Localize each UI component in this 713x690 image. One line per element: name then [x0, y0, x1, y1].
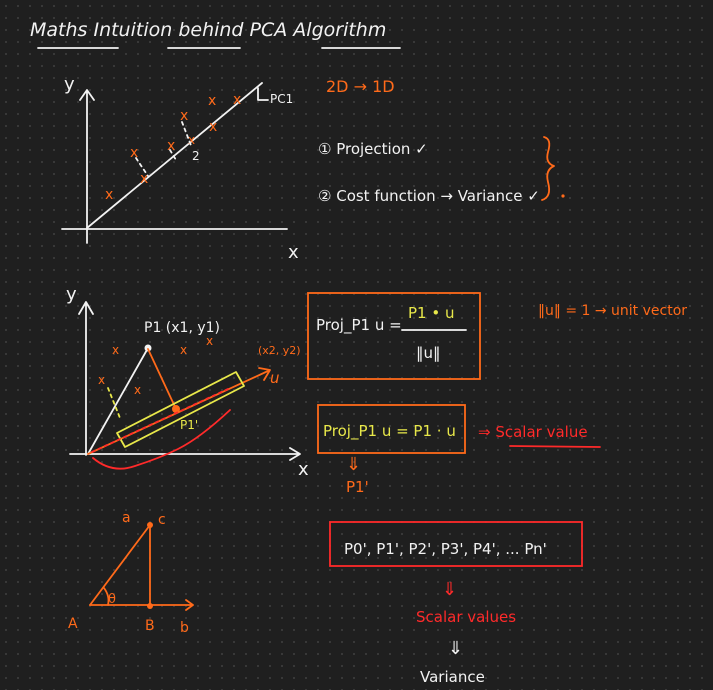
triangle-point-b	[147, 603, 153, 609]
graph2: y x P1 (x1, y1) u (x2, y2) P1' x x x x x	[66, 284, 309, 480]
triangle-base	[89, 599, 194, 611]
graph1-x-label: x	[288, 242, 299, 263]
projections-arrow-2: ⇓	[448, 638, 463, 659]
graph1-distance-label: 2	[192, 149, 200, 163]
graph2-projection-line	[147, 348, 177, 410]
graph1-projection-lines	[135, 121, 193, 177]
graph2-red-squiggle	[92, 409, 231, 470]
formula-p1-prime: P1'	[346, 478, 369, 496]
triangle-label-c: c	[158, 512, 166, 528]
dimension-reduction-label: 2D → 1D	[326, 77, 395, 96]
scalar-values-label: Scalar values	[416, 608, 516, 626]
scalar-value-underline	[509, 445, 601, 448]
triangle-point-c	[147, 522, 153, 528]
graph1-data-point: x	[180, 108, 188, 124]
graph1-pc1-line	[86, 82, 263, 229]
graph2-highlight-dashes	[91, 387, 231, 453]
graph2-data-point: x	[112, 343, 119, 357]
graph2-data-point: x	[180, 343, 187, 357]
graph1-data-point: x	[140, 171, 148, 187]
graph1-pc1-pointer	[257, 87, 269, 101]
triangle-label-theta: θ	[108, 592, 116, 607]
graph2-data-point: x	[98, 373, 105, 387]
variance-label: Variance	[420, 668, 485, 686]
projections-panel: P0', P1', P2', P3', P4', ... Pn' ⇓ Scala…	[329, 521, 583, 686]
graph2-p1-prime-label: P1'	[180, 418, 198, 432]
steps-brace	[541, 136, 555, 201]
graph1: y x PC1 x x x x x x x x x 2	[61, 74, 299, 263]
scalar-value-note: ⇒ Scalar value	[478, 423, 588, 441]
triangle-label-b: b	[180, 620, 189, 636]
triangle-label-a: a	[122, 510, 131, 526]
step-projection: ① Projection ✓	[318, 140, 428, 158]
unit-vector-note: ‖u‖ = 1 → unit vector	[538, 303, 687, 319]
graph1-y-label: y	[64, 74, 75, 95]
graph2-data-point: x	[134, 383, 141, 397]
graph2-x-axis	[69, 447, 301, 461]
graph1-data-point: x	[209, 119, 217, 135]
page-title: Maths Intuition behind PCA Algorithm	[30, 19, 386, 41]
step-cost-function: ② Cost function → Variance ✓	[318, 187, 540, 205]
formula-lhs: Proj_P1 u =	[316, 316, 402, 335]
formula-denominator: ‖u‖	[416, 344, 441, 362]
graph2-p2-label: (x2, y2)	[258, 344, 301, 357]
graph1-y-axis	[79, 89, 95, 244]
graph2-y-label: y	[66, 284, 77, 305]
graph1-data-point: x	[233, 92, 241, 108]
triangle-diagram: a c θ A B b	[68, 510, 194, 636]
graph2-highlight-box	[116, 371, 245, 448]
graph1-data-point: x	[130, 145, 138, 161]
graph2-p1-label: P1 (x1, y1)	[144, 320, 220, 336]
formula-down-arrow: ⇓	[346, 454, 361, 475]
graph2-x-label: x	[298, 459, 309, 480]
graph2-point-p1	[144, 344, 152, 352]
graph2-u-label: u	[270, 369, 280, 387]
formula-simple: Proj_P1 u = P1 · u	[323, 422, 456, 441]
steps-brace-dot	[561, 194, 565, 198]
graph1-data-point: x	[167, 138, 175, 154]
graph1-data-point: x	[105, 187, 113, 203]
graph2-data-point: x	[206, 334, 213, 348]
triangle-label-A: A	[68, 616, 78, 632]
formula-box-full	[307, 292, 481, 380]
triangle-angle-arc	[103, 587, 110, 606]
graph1-data-point: x	[188, 133, 195, 147]
projections-box	[329, 521, 583, 567]
graph2-projection-point	[172, 405, 180, 413]
steps-panel: 2D → 1D ① Projection ✓ ② Cost function →…	[318, 77, 565, 205]
projections-arrow-1: ⇓	[442, 579, 457, 600]
graph2-dashed-projection	[107, 387, 121, 419]
graph1-data-point: x	[208, 93, 216, 109]
triangle-hypotenuse	[89, 524, 151, 606]
graph2-vector-p1	[87, 347, 149, 455]
formula-box-simple	[317, 404, 466, 454]
graph1-pc1-label: PC1	[270, 92, 293, 106]
formula-numerator: P1 • u	[408, 304, 454, 322]
projections-list: P0', P1', P2', P3', P4', ... Pn'	[344, 540, 547, 558]
formulas-panel: Proj_P1 u = P1 • u ‖u‖ ‖u‖ = 1 → unit ve…	[307, 292, 687, 496]
graph2-y-axis	[78, 301, 94, 456]
triangle-label-B: B	[145, 618, 155, 634]
